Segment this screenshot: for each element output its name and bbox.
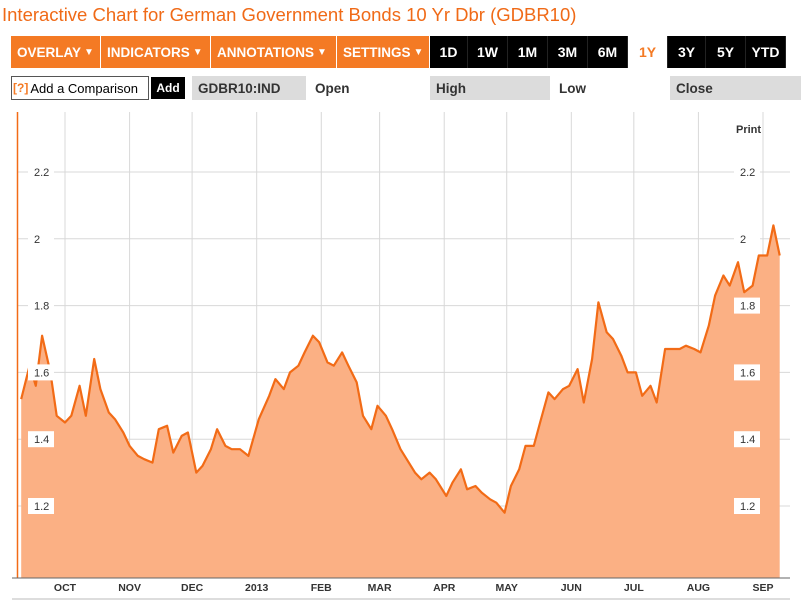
y-tick-label-bg: [734, 164, 760, 180]
page-title: Interactive Chart for German Government …: [2, 4, 577, 25]
settings-menu-button[interactable]: SETTINGS ▼: [337, 36, 430, 68]
chart-toolbar: OVERLAY ▼ INDICATORS ▼ ANNOTATIONS ▼ SETTIN…: [11, 36, 786, 68]
chevron-down-icon: ▼: [84, 46, 94, 58]
yield-area: [21, 225, 780, 578]
chevron-down-icon: ▼: [192, 46, 203, 58]
x-axis-labels: OCT NOV DEC 2013 FEB MAR APR MAY JUN JUL AUG SEP: [54, 582, 774, 594]
open-label: Open: [315, 80, 350, 96]
quote-bar: [?] Add a Comparison Add GDBR10:IND Open…: [11, 76, 801, 100]
x-tick-label: NOV: [118, 582, 141, 594]
indicators-menu-button[interactable]: INDICATORS ▼: [101, 36, 211, 68]
range-1m-button[interactable]: 1M: [508, 36, 548, 68]
x-tick-label: OCT: [54, 582, 77, 594]
print-link[interactable]: Print: [736, 124, 762, 136]
y-axis-labels: 1.2 1.2 1.4 1.4 1.6 1.6 1.8 1.8 2 2 2.2 2.2: [28, 164, 760, 514]
y-tick-label: 2.2: [34, 167, 49, 179]
help-icon[interactable]: [?]: [13, 81, 29, 95]
range-1y-button[interactable]: 1Y: [628, 36, 668, 68]
y-tick-label-bg: [734, 431, 760, 448]
indicators-label: INDICATORS: [107, 44, 190, 60]
range-ytd-button[interactable]: YTD: [746, 36, 786, 68]
overlay-menu-button[interactable]: OVERLAY ▼: [11, 36, 101, 68]
y-tick-label: 1.8: [740, 301, 755, 313]
range-1w-button[interactable]: 1W: [468, 36, 508, 68]
x-tick-label: MAY: [496, 582, 518, 594]
chevron-down-icon: ▼: [317, 46, 327, 58]
x-tick-label: 2013: [245, 582, 269, 594]
y-tick-label-bg: [28, 364, 54, 381]
y-tick-label-bg: [28, 164, 54, 180]
y-tick-label: 1.2: [740, 501, 755, 513]
y-tick-label: 2: [740, 234, 746, 246]
x-tick-label: FEB: [311, 582, 332, 594]
low-label: Low: [559, 80, 586, 96]
close-label: Close: [670, 76, 801, 100]
y-tick-label-bg: [734, 364, 760, 381]
y-tick-label: 1.4: [740, 434, 755, 446]
range-3m-button[interactable]: 3M: [548, 36, 588, 68]
y-tick-label: 1.4: [34, 434, 49, 446]
x-tick-label: AUG: [687, 582, 710, 594]
chevron-down-icon: ▼: [413, 46, 424, 58]
y-tick-label: 2: [34, 234, 40, 246]
y-tick-label-bg: [734, 498, 760, 514]
y-tick-label-bg: [734, 297, 760, 314]
y-tick-label-bg: [734, 230, 760, 247]
y-tick-label-bg: [28, 230, 54, 247]
add-comparison-button[interactable]: Add: [151, 77, 185, 99]
comparison-placeholder: Add a Comparison: [30, 80, 138, 96]
y-tick-label: 1.8: [34, 301, 49, 313]
symbol-label: GDBR10:IND: [192, 76, 306, 100]
range-6m-button[interactable]: 6M: [588, 36, 628, 68]
y-tick-label: 2.2: [740, 167, 755, 179]
yield-line: [20, 224, 781, 514]
x-tick-label: JUN: [561, 582, 582, 594]
range-5y-button[interactable]: 5Y: [706, 36, 746, 68]
y-tick-label: 1.6: [740, 367, 755, 379]
x-tick-label: SEP: [752, 582, 773, 594]
high-label: High: [430, 76, 550, 100]
y-tick-label-bg: [28, 498, 54, 514]
x-tick-label: JUL: [624, 582, 644, 594]
range-1d-button[interactable]: 1D: [430, 36, 468, 68]
annotations-label: ANNOTATIONS: [217, 44, 314, 60]
x-tick-label: APR: [433, 582, 456, 594]
y-tick-label: 1.6: [34, 367, 49, 379]
range-3y-button[interactable]: 3Y: [668, 36, 706, 68]
overlay-label: OVERLAY: [17, 44, 82, 60]
x-tick-label: MAR: [368, 582, 392, 594]
comparison-input[interactable]: [?] Add a Comparison: [11, 76, 149, 100]
y-tick-label-bg: [28, 431, 54, 448]
settings-label: SETTINGS: [343, 44, 411, 60]
x-tick-label: DEC: [181, 582, 204, 594]
y-tick-label: 1.2: [34, 501, 49, 513]
price-chart[interactable]: 1.2 1.2 1.4 1.4 1.6 1.6 1.8 1.8 2 2 2.2 2.2 OCT NOV D…: [0, 108, 806, 601]
y-tick-label-bg: [28, 297, 54, 314]
annotations-menu-button[interactable]: ANNOTATIONS ▼: [211, 36, 337, 68]
